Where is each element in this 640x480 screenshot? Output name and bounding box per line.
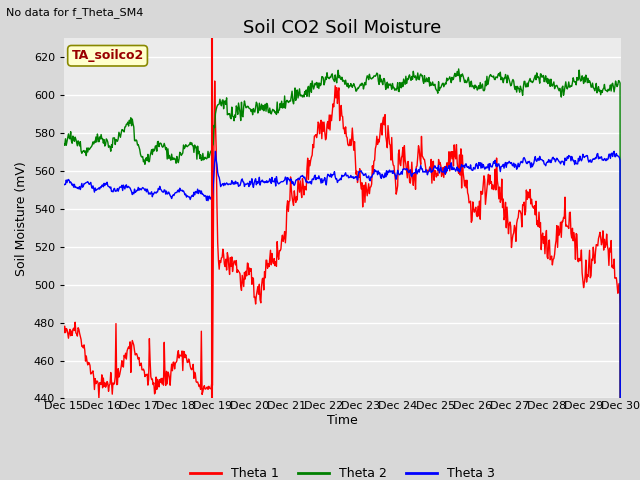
Title: Soil CO2 Soil Moisture: Soil CO2 Soil Moisture — [243, 19, 442, 37]
Text: TA_soilco2: TA_soilco2 — [72, 49, 143, 62]
X-axis label: Time: Time — [327, 414, 358, 427]
Text: No data for f_Theta_SM4: No data for f_Theta_SM4 — [6, 7, 144, 18]
Y-axis label: Soil Moisture (mV): Soil Moisture (mV) — [15, 161, 28, 276]
Legend: Theta 1, Theta 2, Theta 3: Theta 1, Theta 2, Theta 3 — [185, 462, 500, 480]
